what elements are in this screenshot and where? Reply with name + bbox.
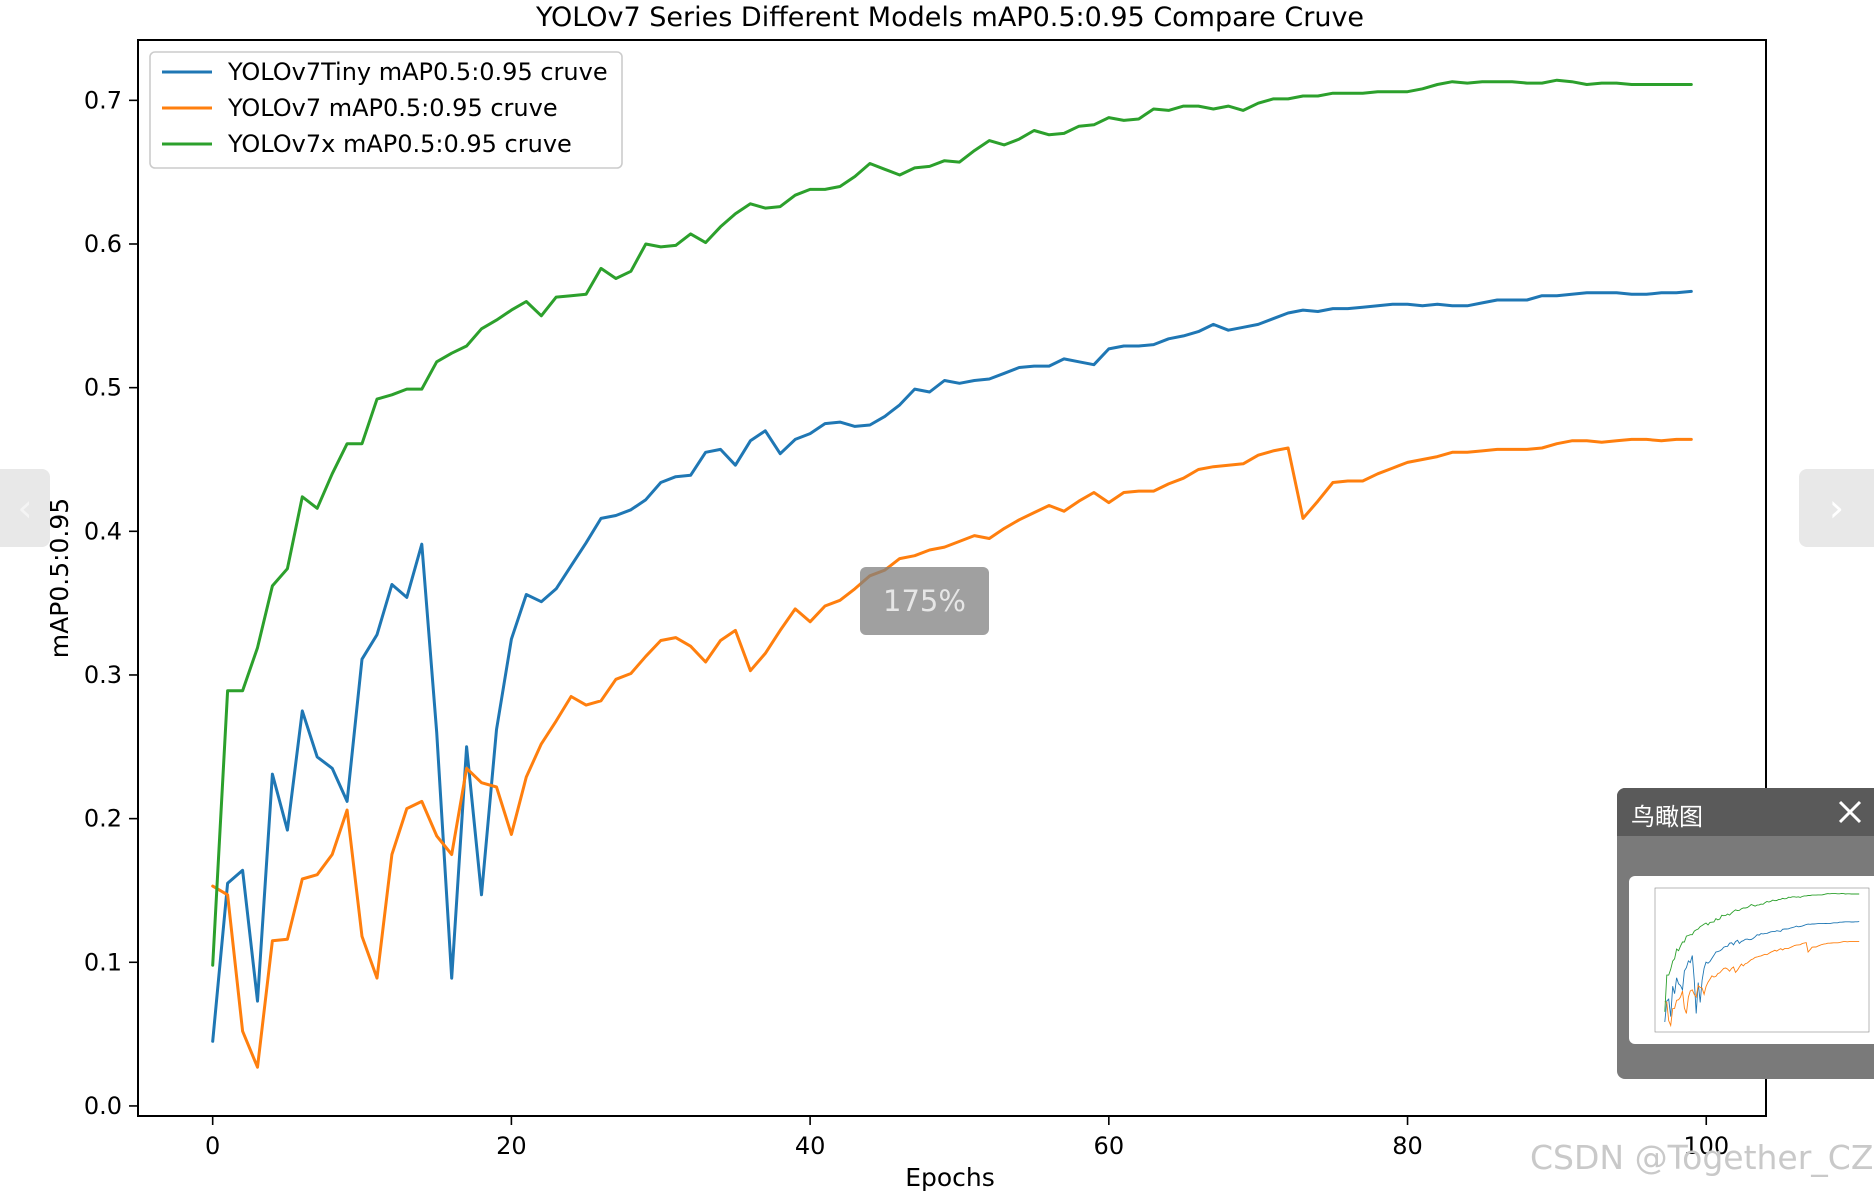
y-tick-label: 0.4 xyxy=(84,517,122,545)
legend: YOLOv7Tiny mAP0.5:0.95 cruve YOLOv7 mAP0.… xyxy=(149,51,623,169)
x-tick-label: 60 xyxy=(1094,1132,1125,1160)
birdseye-header: 鸟瞰图 xyxy=(1617,788,1874,836)
legend-label: YOLOv7Tiny mAP0.5:0.95 cruve xyxy=(227,58,608,86)
next-image-button[interactable]: › xyxy=(1799,469,1874,547)
y-tick-label: 0.3 xyxy=(84,661,122,689)
birdseye-thumbnail[interactable] xyxy=(1629,876,1874,1044)
y-tick-label: 0.1 xyxy=(84,948,122,976)
series-line-1 xyxy=(211,289,1693,1043)
chevron-right-icon: › xyxy=(1828,486,1845,530)
series-line-2 xyxy=(211,437,1693,1069)
thumb-series-1 xyxy=(1664,921,1860,1023)
watermark: CSDN @Together_CZ xyxy=(1530,1138,1874,1177)
thumb-series-3 xyxy=(1664,892,1860,1012)
chevron-left-icon: ‹ xyxy=(17,486,33,530)
legend-label: YOLOv7 mAP0.5:0.95 cruve xyxy=(227,94,558,122)
close-icon[interactable] xyxy=(1834,796,1866,828)
series-line-3 xyxy=(211,78,1693,967)
plot-frame xyxy=(137,39,1767,1117)
x-tick-label: 100 xyxy=(1683,1132,1729,1160)
y-tick-label: 0.5 xyxy=(84,374,122,402)
thumb-series-2 xyxy=(1664,940,1860,1028)
legend-box xyxy=(149,51,623,169)
birdseye-title: 鸟瞰图 xyxy=(1631,803,1703,831)
legend-label: YOLOv7x mAP0.5:0.95 cruve xyxy=(227,130,572,158)
x-tick-label: 40 xyxy=(795,1132,826,1160)
x-tick-label: 80 xyxy=(1392,1132,1423,1160)
x-tick-label: 20 xyxy=(496,1132,527,1160)
birdseye-panel: 鸟瞰图 xyxy=(1617,788,1874,1079)
x-tick-label: 0 xyxy=(205,1132,220,1160)
previous-image-button[interactable]: ‹ xyxy=(0,469,50,547)
x-axis-label: Epochs xyxy=(905,1163,995,1192)
thumb-frame xyxy=(1654,887,1870,1033)
chart-title: YOLOv7 Series Different Models mAP0.5:0.… xyxy=(535,2,1364,33)
zoom-level-text: 175% xyxy=(883,584,966,618)
y-tick-label: 0.2 xyxy=(84,805,122,833)
y-tick-label: 0.0 xyxy=(84,1092,122,1120)
y-tick-label: 0.7 xyxy=(84,86,122,114)
zoom-level-indicator: 175% xyxy=(860,567,989,635)
y-tick-label: 0.6 xyxy=(84,230,122,258)
